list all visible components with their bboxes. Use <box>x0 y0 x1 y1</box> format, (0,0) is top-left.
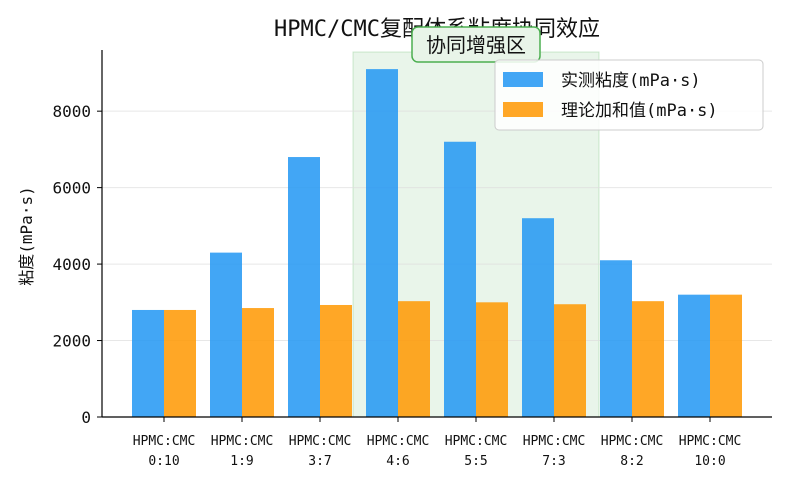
y-axis-label: 粘度(mPa·s) <box>17 186 36 285</box>
highlight-annotation: 协同增强区 <box>411 26 541 63</box>
y-tick-label: 0 <box>81 408 91 427</box>
bar-theoretical-6 <box>632 301 664 417</box>
bar-theoretical-0 <box>164 309 196 417</box>
bar-theoretical-1 <box>242 308 274 417</box>
bar-measured-6 <box>600 260 632 417</box>
x-tick-label: HPMC:CMC 5:5 <box>445 434 508 469</box>
bar-measured-7 <box>678 294 710 417</box>
legend-label: 理论加和值(mPa·s) <box>561 101 718 121</box>
legend-swatch <box>503 102 543 117</box>
x-tick-label: HPMC:CMC 1:9 <box>211 434 274 469</box>
bars-layer <box>132 69 742 417</box>
ticks-layer: 0 2000 4000 6000 8000 HPMC:CMC 0:10 HPMC:CMC 1:9… <box>52 102 741 469</box>
legend: 实测粘度(mPa·s) 理论加和值(mPa·s) <box>494 59 764 131</box>
annotation-label: 协同增强区 <box>426 33 526 57</box>
x-tick-label: HPMC:CMC 3:7 <box>289 434 352 469</box>
y-tick-label: 2000 <box>52 332 91 351</box>
legend-box <box>494 59 764 131</box>
bar-measured-0 <box>132 309 164 417</box>
x-tick-label: HPMC:CMC 10:0 <box>679 434 742 469</box>
bar-measured-4 <box>444 141 476 417</box>
bar-measured-5 <box>522 218 554 417</box>
y-tick-label: 4000 <box>52 255 91 274</box>
bar-measured-2 <box>288 157 320 417</box>
bar-theoretical-7 <box>710 294 742 417</box>
legend-label: 实测粘度(mPa·s) <box>561 71 701 91</box>
bar-measured-3 <box>366 69 398 417</box>
bar-theoretical-5 <box>554 304 586 417</box>
bar-theoretical-2 <box>320 304 352 417</box>
x-tick-label: HPMC:CMC 4:6 <box>367 434 430 469</box>
bar-theoretical-4 <box>476 302 508 417</box>
legend-swatch <box>503 72 543 87</box>
x-tick-label: HPMC:CMC 0:10 <box>133 434 196 469</box>
bar-theoretical-3 <box>398 301 430 417</box>
x-tick-label: HPMC:CMC 7:3 <box>523 434 586 469</box>
annotation-box <box>411 26 541 63</box>
y-tick-label: 6000 <box>52 179 91 198</box>
bar-measured-1 <box>210 252 242 417</box>
x-tick-label: HPMC:CMC 8:2 <box>601 434 664 469</box>
y-tick-label: 8000 <box>52 102 91 121</box>
